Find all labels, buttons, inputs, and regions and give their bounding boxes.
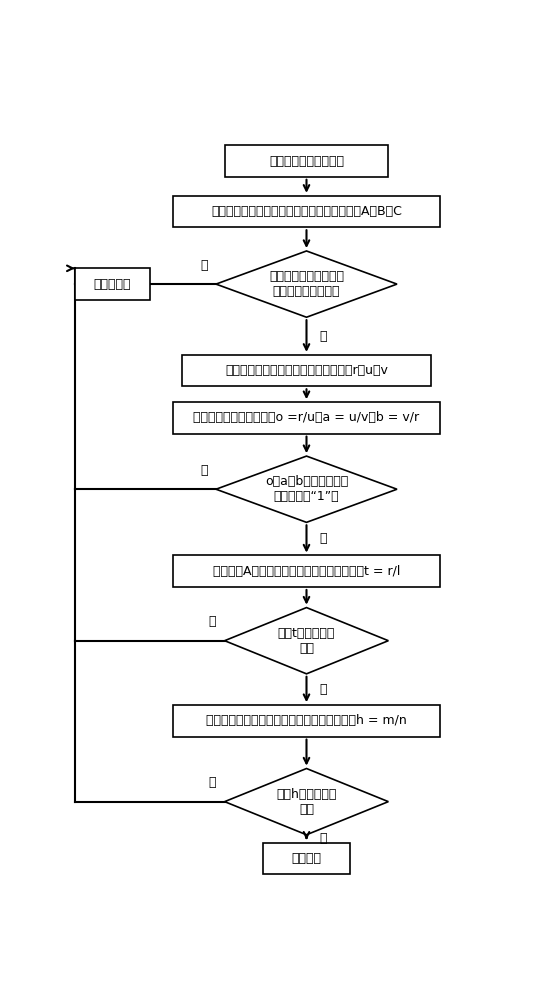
Text: 比値h是否满足阈
値？: 比値h是否满足阈 値？ <box>276 788 337 816</box>
Polygon shape <box>225 769 389 835</box>
Text: 是: 是 <box>320 832 327 845</box>
Text: 计算三个差値相互的比値o =r/u，a = u/v，b = v/r: 计算三个差値相互的比値o =r/u，a = u/v，b = v/r <box>193 411 420 424</box>
FancyBboxPatch shape <box>173 196 440 227</box>
Text: 否: 否 <box>208 615 216 628</box>
Text: 计算三定点与标签左边缘的距离的差値r，u，v: 计算三定点与标签左边缘的距离的差値r，u，v <box>225 364 388 377</box>
Text: 是: 是 <box>320 532 327 545</box>
Polygon shape <box>216 456 397 522</box>
FancyBboxPatch shape <box>225 145 389 177</box>
Text: 比値t是否满足阈
値？: 比値t是否满足阈 値？ <box>278 627 335 655</box>
FancyBboxPatch shape <box>173 402 440 434</box>
FancyBboxPatch shape <box>182 355 431 386</box>
Text: 计算瓶盖顶点到标签上、下边缘的距离的比値h = m/n: 计算瓶盖顶点到标签上、下边缘的距离的比値h = m/n <box>206 714 407 727</box>
Polygon shape <box>225 608 389 674</box>
Text: 获取图像中瓶盖的顶点: 获取图像中瓶盖的顶点 <box>269 155 344 168</box>
Text: 否: 否 <box>200 464 207 477</box>
Text: 定点的像素値与瓶盖顶
的像素値是否相同？: 定点的像素値与瓶盖顶 的像素値是否相同？ <box>269 270 344 298</box>
FancyBboxPatch shape <box>173 555 440 587</box>
Text: 标签不合格: 标签不合格 <box>94 278 131 291</box>
FancyBboxPatch shape <box>264 843 350 874</box>
Text: 标签合格: 标签合格 <box>291 852 321 865</box>
Text: o，a，b中是否有一个
或多个値为“1”？: o，a，b中是否有一个 或多个値为“1”？ <box>265 475 348 503</box>
Text: 是: 是 <box>320 330 327 343</box>
Polygon shape <box>216 251 397 317</box>
Text: 是: 是 <box>320 683 327 696</box>
Text: 获取瓶盖的顶点下方处于标签区域内的三定点A、B、C: 获取瓶盖的顶点下方处于标签区域内的三定点A、B、C <box>211 205 402 218</box>
FancyBboxPatch shape <box>75 268 150 300</box>
Text: 否: 否 <box>200 259 207 272</box>
Text: 计算其中A点到标签左、右边缘的距离的比値t = r/l: 计算其中A点到标签左、右边缘的距离的比値t = r/l <box>213 565 400 578</box>
FancyBboxPatch shape <box>173 705 440 737</box>
Text: 否: 否 <box>208 776 216 789</box>
